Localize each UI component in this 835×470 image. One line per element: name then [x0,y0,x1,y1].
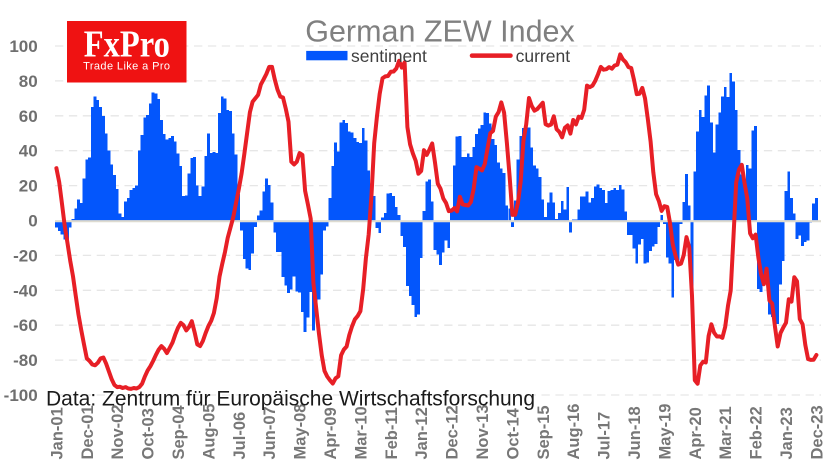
svg-text:FxPro: FxPro [84,22,170,65]
svg-text:Aug-16: Aug-16 [565,404,583,460]
svg-text:60: 60 [19,107,38,126]
svg-text:Apr-20: Apr-20 [687,407,705,459]
svg-text:sentiment: sentiment [351,46,427,66]
svg-text:Mar-10: Mar-10 [352,406,370,459]
svg-text:40: 40 [19,142,38,161]
svg-text:0: 0 [28,212,37,231]
svg-text:Oct-14: Oct-14 [504,407,522,459]
svg-text:Jan-01: Jan-01 [48,407,66,459]
svg-text:20: 20 [19,177,38,196]
svg-text:Apr-09: Apr-09 [322,407,340,459]
svg-text:Jul-17: Jul-17 [596,412,614,460]
svg-text:Dec-23: Dec-23 [808,405,826,459]
svg-text:80: 80 [19,72,38,91]
svg-text:Dec-01: Dec-01 [79,405,97,459]
svg-text:-60: -60 [13,316,38,335]
svg-text:May-19: May-19 [656,404,674,460]
svg-text:Feb-22: Feb-22 [748,406,766,459]
svg-text:Oct-03: Oct-03 [140,408,158,459]
svg-text:Sep-04: Sep-04 [170,405,188,460]
svg-text:100: 100 [9,37,37,56]
svg-text:Sep-15: Sep-15 [535,405,553,459]
svg-text:Feb-11: Feb-11 [383,407,401,459]
svg-text:German ZEW Index: German ZEW Index [305,15,575,49]
svg-text:Dec-12: Dec-12 [444,405,462,459]
svg-text:current: current [516,46,571,66]
svg-text:-20: -20 [13,246,38,265]
svg-text:Data: Zentrum für Europäische: Data: Zentrum für Europäische Wirtschaft… [46,388,535,411]
svg-text:Nov-13: Nov-13 [474,404,492,459]
svg-text:Mar-21: Mar-21 [717,406,735,459]
svg-text:May-08: May-08 [292,404,310,460]
svg-text:-80: -80 [13,351,38,370]
svg-text:Jan-23: Jan-23 [778,407,796,459]
svg-text:-40: -40 [13,281,38,300]
svg-text:Jun-18: Jun-18 [626,406,644,459]
svg-text:Jan-12: Jan-12 [413,407,431,459]
svg-text:Trade Like a Pro: Trade Like a Pro [83,61,170,73]
svg-text:Nov-02: Nov-02 [109,404,127,459]
svg-text:Aug-05: Aug-05 [200,404,218,460]
svg-text:Jun-07: Jun-07 [261,406,279,459]
svg-text:-100: -100 [4,386,38,405]
svg-text:Jul-06: Jul-06 [231,412,249,460]
